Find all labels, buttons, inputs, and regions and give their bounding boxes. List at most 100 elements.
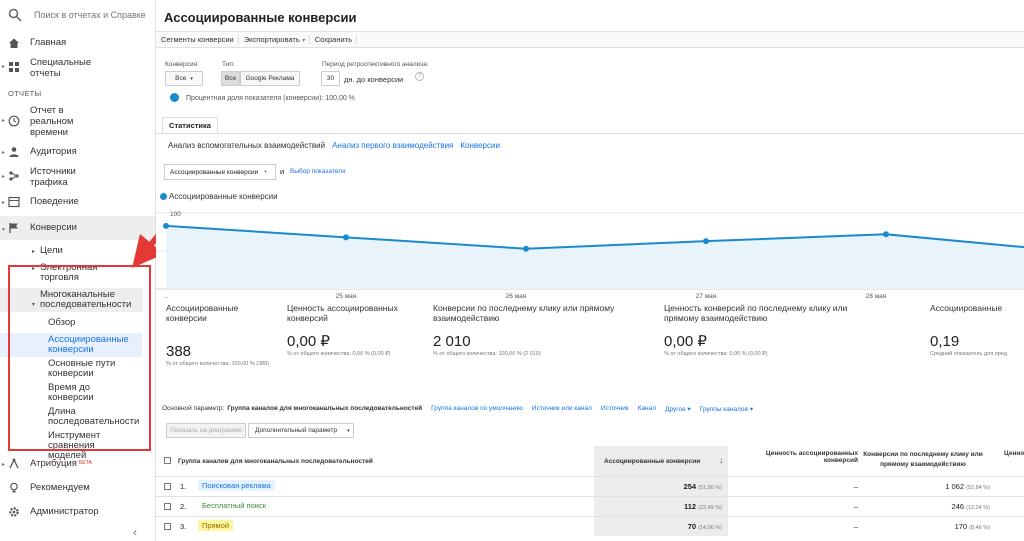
channel-name[interactable]: Прямой <box>198 520 234 531</box>
scorecard-assisted: Ассоциированные конверсии 388 % от общег… <box>166 303 281 368</box>
nav-multichannel-label: Многоканальные последовательности <box>40 289 132 310</box>
nav-time-lag[interactable]: Время до конверсии <box>48 382 94 403</box>
dimension-default-channel[interactable]: Группа каналов по умолчанию <box>431 405 523 412</box>
scorecard-title: Конверсии по последнему клику или прямом… <box>433 303 615 323</box>
series-legend-label: Ассоциированные конверсии <box>169 192 278 201</box>
nav-multichannel[interactable]: ▾ Многоканальные последовательности <box>0 288 143 312</box>
nav-goals[interactable]: ▸ Цели <box>0 244 155 258</box>
header-channel-group[interactable]: Группа каналов для многоканальных послед… <box>178 458 373 465</box>
assisted-value: 254 (51,00 %) <box>594 482 722 491</box>
plot-rows-button[interactable]: Показать на диаграмме <box>166 423 246 438</box>
channel-groups-dropdown[interactable]: Группы каналов ▾ <box>699 406 754 413</box>
nav-top-paths[interactable]: Основные пути конверсии <box>48 358 116 379</box>
data-point <box>163 222 169 229</box>
series-legend-dot <box>160 193 167 200</box>
export-button[interactable]: Экспортировать ▾ <box>239 35 310 44</box>
conversion-segments-button[interactable]: Сегменты конверсии <box>156 35 239 44</box>
scorecard-note: % от общего количества: 0,00 % (0,00 ₽) <box>287 351 391 357</box>
lookback-input[interactable]: 30 <box>321 71 340 86</box>
search-bar[interactable]: Поиск в отчетах и Справке <box>0 0 155 30</box>
help-icon[interactable]: ? <box>415 72 424 81</box>
dimension-source-medium[interactable]: Источник или канал <box>531 405 592 412</box>
data-point <box>703 238 709 245</box>
nav-audience[interactable]: ▸ Аудитория <box>0 143 155 161</box>
chevron-right-icon: ▸ <box>32 266 36 272</box>
table-row[interactable]: 3. Прямой 70 (14,06 %) –170 (8,46 %) <box>156 516 1024 536</box>
gear-icon <box>9 507 19 517</box>
scorecards: Ассоциированные конверсии 388 % от общег… <box>156 303 1024 393</box>
last-click-value: 246 (12,24 %) <box>862 502 990 511</box>
row-number: 2. <box>180 502 187 511</box>
chevron-right-icon: ▸ <box>2 200 6 206</box>
metric-select[interactable]: Ассоциированные конверсии ▾ <box>164 164 276 180</box>
scorecard-note: % от общего количества: 0,00 % (0,00 ₽) <box>664 351 768 357</box>
nav-realtime[interactable]: ▸ Отчет в реальном времени <box>0 102 155 141</box>
nav-acquisition-label: Источники трафика <box>30 166 76 188</box>
header-last-click[interactable]: Конверсии по последнему клику или прямом… <box>863 451 983 468</box>
header-assisted-value[interactable]: Ценность ассоциированных конверсий <box>765 450 858 464</box>
subtab-conversions[interactable]: Конверсии <box>460 141 500 150</box>
nav-behavior-label: Поведение <box>30 196 79 207</box>
search-placeholder: Поиск в отчетах и Справке <box>34 10 146 20</box>
save-button[interactable]: Сохранить <box>310 35 358 44</box>
last-click-pct: (52,84 %) <box>966 485 990 491</box>
type-google-ads-button[interactable]: Google Реклама <box>240 71 300 86</box>
collapse-sidebar-icon[interactable]: ‹ <box>133 525 137 539</box>
row-checkbox[interactable] <box>164 523 171 530</box>
x-tick-label: 25 мая <box>336 293 357 300</box>
x-tick-label: 27 мая <box>696 293 717 300</box>
behavior-icon <box>8 196 20 208</box>
dimension-other-label: Другое <box>665 406 686 413</box>
nav-assisted-conversions[interactable]: Ассоциированные конверсии <box>0 333 142 357</box>
secondary-dimension-select[interactable]: Дополнительный параметр ▾ <box>248 423 354 438</box>
row-checkbox[interactable] <box>164 503 171 510</box>
assisted-value: 70 (14,06 %) <box>594 522 722 531</box>
subtab-assist-analysis[interactable]: Анализ вспомогательных взаимодействий <box>168 141 326 150</box>
grid-icon <box>9 62 19 72</box>
assisted-cell <box>594 497 728 516</box>
sample-dot-icon <box>170 93 179 102</box>
header-last-click-value[interactable]: Ценно <box>1004 450 1024 457</box>
toolbar: Сегменты конверсии Экспортировать ▾ Сохра… <box>156 31 1024 48</box>
nav-behavior[interactable]: ▸ Поведение <box>0 193 155 211</box>
nav-overview[interactable]: Обзор <box>48 317 76 328</box>
table-row[interactable]: 2. Бесплатный поиск 112 (22,49 %) –246 (12,… <box>156 496 1024 516</box>
nav-model-comparison[interactable]: Инструмент сравнения моделей <box>48 430 101 461</box>
nav-path-length[interactable]: Длина последовательности <box>48 406 140 427</box>
choose-metric-link[interactable]: Выбор показателя <box>290 168 346 175</box>
sort-desc-icon[interactable]: ↓ <box>719 455 724 465</box>
subtab-first-interaction[interactable]: Анализ первого взаимодействия <box>332 141 454 150</box>
metric-select-value: Ассоциированные конверсии <box>170 168 259 176</box>
last-click-pct: (8,46 %) <box>969 525 990 531</box>
nav-ecommerce[interactable]: ▸ Электронная торговля <box>0 261 110 285</box>
dimension-other-dropdown[interactable]: Другое ▾ <box>665 406 691 413</box>
header-assisted[interactable]: Ассоциированные конверсии <box>604 458 701 465</box>
chevron-down-icon: ▾ <box>301 38 305 44</box>
channel-groups-label: Группы каналов <box>699 406 749 413</box>
nav-acquisition[interactable]: ▸ Источники трафика <box>0 163 155 191</box>
table-header: Группа каналов для многоканальных послед… <box>156 446 1024 476</box>
scorecard-title: Ассоциированные конверсии <box>166 303 239 323</box>
assisted-number: 70 <box>687 522 697 531</box>
nav-discover[interactable]: Рекомендуем <box>0 479 155 497</box>
type-all-button[interactable]: Все <box>221 71 240 86</box>
scorecard-title: Ассоциированные <box>930 303 1003 313</box>
channel-name[interactable]: Поисковая реклама <box>198 480 275 491</box>
nav-realtime-label: Отчет в реальном времени <box>30 105 74 138</box>
select-all-checkbox[interactable] <box>164 457 171 464</box>
nav-admin[interactable]: Администратор <box>0 503 155 521</box>
conversion-select[interactable]: Все ▾ <box>165 71 203 86</box>
assisted-conv-value: – <box>853 482 858 491</box>
table-row[interactable]: 1. Поисковая реклама 254 (51,00 %) –1 062 (… <box>156 476 1024 496</box>
nav-conversions[interactable]: ▾ Конверсии <box>0 216 155 240</box>
channel-name[interactable]: Бесплатный поиск <box>198 500 270 511</box>
tab-statistics[interactable]: Статистика <box>162 117 218 133</box>
row-number: 3. <box>180 522 187 531</box>
nav-attribution[interactable]: ▸ Атрибуция БЕТА <box>0 455 155 473</box>
dimension-medium[interactable]: Канал <box>637 405 657 412</box>
nav-custom-reports[interactable]: ▸ Специальные отчеты <box>0 54 155 82</box>
dimension-source[interactable]: Источник <box>600 405 629 412</box>
row-checkbox[interactable] <box>164 483 171 490</box>
nav-home[interactable]: Главная <box>0 34 155 52</box>
